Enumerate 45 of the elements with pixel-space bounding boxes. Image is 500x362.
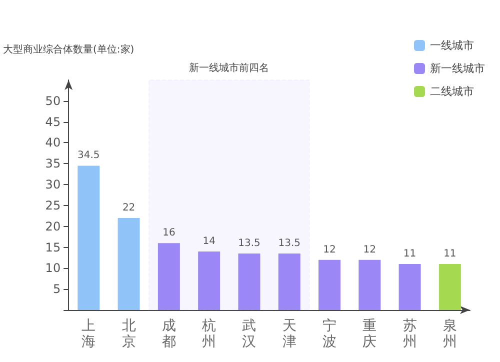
x-tick-label: 成都 bbox=[162, 318, 176, 350]
bar bbox=[78, 166, 100, 310]
data-label: 12 bbox=[363, 244, 376, 256]
y-tick-label: 10 bbox=[45, 261, 61, 276]
bar bbox=[318, 260, 341, 310]
x-tick-label: 重庆 bbox=[362, 318, 377, 350]
bar bbox=[358, 260, 381, 310]
x-tick-label: 武汉 bbox=[242, 318, 256, 350]
x-tick-label: 宁波 bbox=[322, 318, 337, 350]
x-tick-label: 杭州 bbox=[201, 318, 216, 350]
x-tick-label: 天津 bbox=[282, 318, 296, 350]
bar bbox=[198, 251, 220, 310]
x-tick-label: 泉州 bbox=[442, 318, 457, 350]
data-label: 14 bbox=[202, 236, 216, 247]
y-tick-label: 45 bbox=[45, 114, 61, 129]
data-label: 34.5 bbox=[78, 150, 100, 162]
legend-label: 一线城市 bbox=[430, 39, 474, 52]
data-label: 16 bbox=[162, 228, 176, 239]
y-tick-label: 20 bbox=[45, 219, 61, 234]
band-label: 新一线城市前四名 bbox=[189, 62, 270, 74]
y-tick-label: 5 bbox=[52, 282, 61, 296]
data-label: 13.5 bbox=[238, 238, 260, 250]
bar bbox=[438, 264, 461, 310]
bar bbox=[118, 218, 140, 310]
y-tick-label: 15 bbox=[45, 240, 61, 254]
y-axis-title: 大型商业综合体数量(单位:家) bbox=[3, 44, 134, 56]
data-label: 11 bbox=[444, 248, 456, 260]
y-tick-label: 40 bbox=[45, 136, 61, 150]
data-label: 22 bbox=[122, 202, 136, 214]
x-tick-label: 苏州 bbox=[402, 318, 417, 350]
bar bbox=[398, 264, 421, 310]
y-tick-label: 25 bbox=[45, 198, 61, 212]
bar bbox=[158, 243, 180, 310]
bar bbox=[278, 254, 300, 310]
legend-label: 新一线城市 bbox=[430, 62, 485, 75]
data-label: 13.5 bbox=[278, 238, 300, 250]
data-label: 12 bbox=[323, 244, 336, 256]
y-tick-label: 50 bbox=[45, 94, 61, 108]
legend-label: 二线城市 bbox=[430, 85, 474, 98]
y-tick-label: 30 bbox=[45, 178, 61, 192]
x-tick-label: 北京 bbox=[122, 318, 136, 350]
bar bbox=[238, 254, 260, 310]
y-tick-label: 35 bbox=[45, 156, 61, 171]
data-label: 11 bbox=[403, 248, 416, 260]
x-tick-label: 上海 bbox=[82, 318, 96, 350]
